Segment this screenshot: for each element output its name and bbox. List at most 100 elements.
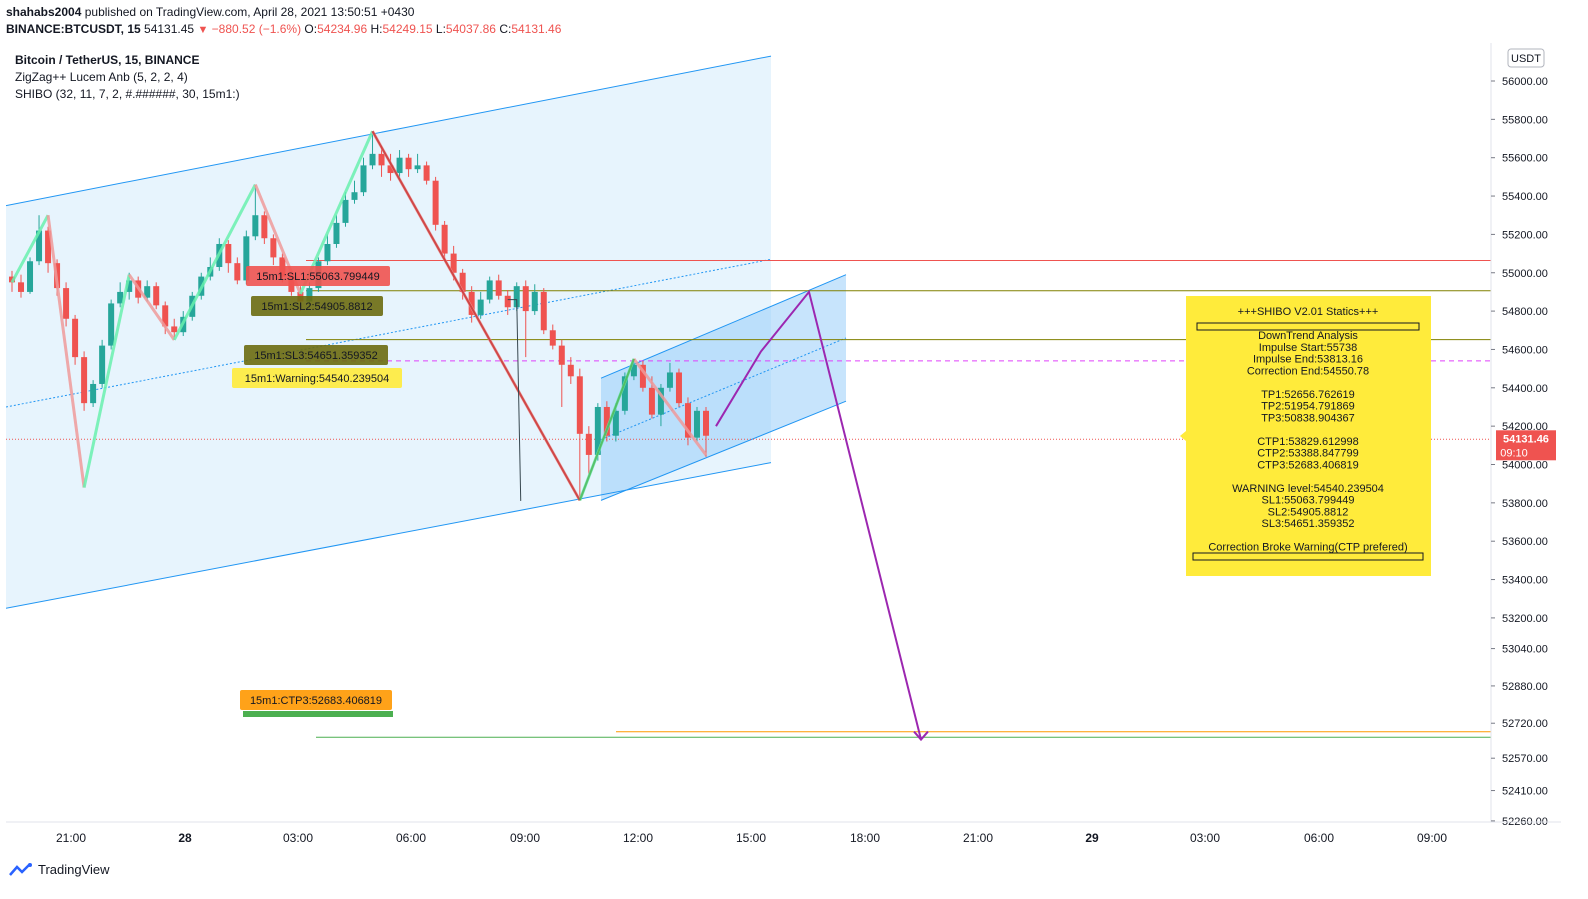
stats-box-pointer (1180, 431, 1186, 441)
level-label-sl3[interactable]: 15m1:SL3:54651.359352 (244, 345, 388, 365)
price-tick-label: 53040.00 (1502, 644, 1548, 656)
candle-body[interactable] (666, 372, 673, 388)
candle-body[interactable] (369, 153, 376, 166)
candle-body[interactable] (603, 406, 610, 436)
stats-line: SL1:55063.799449 (1262, 495, 1355, 507)
footer-logo[interactable]: TradingView (8, 862, 110, 877)
candle-body[interactable] (90, 383, 97, 404)
level-label-text: 15m1:SL2:54905.8812 (261, 301, 372, 313)
candle-body[interactable] (450, 253, 457, 273)
stats-line: Impulse End:53813.16 (1253, 354, 1363, 366)
candle-body[interactable] (126, 280, 133, 292)
candle-body[interactable] (351, 192, 358, 200)
candle-body[interactable] (612, 410, 619, 436)
candle-body[interactable] (63, 288, 70, 319)
candle-body[interactable] (522, 286, 529, 312)
candle-body[interactable] (81, 357, 88, 404)
candle-body[interactable] (270, 238, 277, 258)
candle-body[interactable] (387, 165, 394, 174)
stats-box-background (1186, 296, 1431, 576)
stats-line: WARNING level:54540.239504 (1232, 483, 1384, 495)
candle-body[interactable] (306, 288, 313, 302)
candle-body[interactable] (594, 406, 601, 455)
candle-body[interactable] (153, 286, 160, 306)
candle-body[interactable] (432, 180, 439, 225)
candle-body[interactable] (495, 280, 502, 296)
candle-body[interactable] (117, 291, 124, 304)
candle-body[interactable] (477, 299, 484, 315)
candle-body[interactable] (18, 282, 25, 292)
candle-body[interactable] (99, 345, 106, 384)
last-price-badge[interactable]: 54131.46 09:10 (1496, 430, 1556, 461)
candle-body[interactable] (549, 330, 556, 346)
candle-body[interactable] (243, 236, 250, 281)
level-label-warning[interactable]: 15m1:Warning:54540.239504 (232, 368, 402, 388)
candle-body[interactable] (630, 364, 637, 377)
candle-body[interactable] (576, 376, 583, 434)
large-channel-lower-line (6, 462, 772, 609)
candle-body[interactable] (225, 243, 232, 264)
chart-canvas[interactable]: 15m1:SL1:55063.799449 15m1:SL2:54905.8812… (6, 43, 1561, 852)
level-label-ctp3[interactable]: 15m1:CTP3:52683.406819 (240, 690, 392, 710)
candle-body[interactable] (378, 153, 385, 166)
candle-body[interactable] (558, 345, 565, 365)
candle-body[interactable] (36, 230, 43, 262)
candle-body[interactable] (360, 165, 367, 193)
candle-body[interactable] (441, 224, 448, 254)
candle-body[interactable] (657, 387, 664, 415)
candle-body[interactable] (459, 272, 466, 292)
indicator-zigzag[interactable]: ZigZag++ Lucem Anb (5, 2, 2, 4) (15, 70, 188, 84)
candle-body[interactable] (639, 364, 646, 388)
level-label-box (246, 266, 390, 286)
price-tick-label: 52410.00 (1502, 786, 1548, 798)
candle-body[interactable] (333, 222, 340, 244)
candle-body[interactable] (693, 410, 700, 438)
indicator-shibo[interactable]: SHIBO (32, 11, 7, 2, #.######, 30, 15m1:… (15, 87, 240, 101)
stats-box[interactable]: +++SHIBO V2.01 Statics+++ DownTrend Analy… (1180, 296, 1431, 576)
stats-box-frame-top (1196, 322, 1420, 331)
time-tick-label: 06:00 (1304, 831, 1334, 845)
zigzag-segment (46, 215, 86, 488)
candle-body[interactable] (423, 165, 430, 181)
candle-body[interactable] (585, 433, 592, 455)
candle-body[interactable] (504, 295, 511, 308)
candle-body[interactable] (703, 410, 709, 436)
published-text: published on TradingView.com, April 28, … (84, 5, 415, 19)
currency-badge-text: USDT (1511, 53, 1541, 65)
candle-body[interactable] (621, 376, 628, 411)
candle-body[interactable] (468, 291, 475, 315)
candle-body[interactable] (144, 286, 151, 298)
candle-body[interactable] (108, 303, 115, 346)
candle-body[interactable] (261, 215, 268, 239)
candle-body[interactable] (396, 157, 403, 174)
candle-body[interactable] (45, 230, 52, 264)
currency-badge[interactable]: USDT (1507, 48, 1545, 68)
candle-body[interactable] (342, 199, 349, 223)
candle-body[interactable] (72, 318, 79, 358)
candle-body[interactable] (414, 165, 421, 170)
candle-body[interactable] (234, 263, 241, 281)
candle-body[interactable] (405, 157, 412, 170)
candle-body[interactable] (531, 291, 538, 312)
time-tick-label: 29 (1085, 831, 1099, 845)
last-price-badge-box (1496, 430, 1556, 461)
author[interactable]: shahabs2004 (6, 5, 82, 19)
candle-body[interactable] (324, 243, 331, 262)
last-price-badge-text: 54131.46 (1503, 433, 1549, 445)
candle-body[interactable] (252, 215, 259, 237)
stats-line: CTP2:53388.847799 (1257, 448, 1359, 460)
candle-body[interactable] (513, 286, 520, 308)
candle-body[interactable] (675, 372, 682, 404)
candle-body[interactable] (486, 280, 493, 300)
candle-body[interactable] (567, 364, 574, 377)
candle-body[interactable] (162, 305, 169, 327)
price-tick-label: 52720.00 (1502, 718, 1548, 730)
level-label-sl1[interactable]: 15m1:SL1:55063.799449 (246, 266, 390, 286)
candle-body[interactable] (684, 403, 691, 438)
stats-line: Correction End:54550.78 (1247, 365, 1369, 377)
candle-body[interactable] (171, 326, 178, 333)
candle-body[interactable] (27, 261, 34, 292)
candle-body[interactable] (540, 291, 547, 331)
level-label-sl2[interactable]: 15m1:SL2:54905.8812 (251, 296, 383, 316)
candle-body[interactable] (648, 387, 655, 415)
